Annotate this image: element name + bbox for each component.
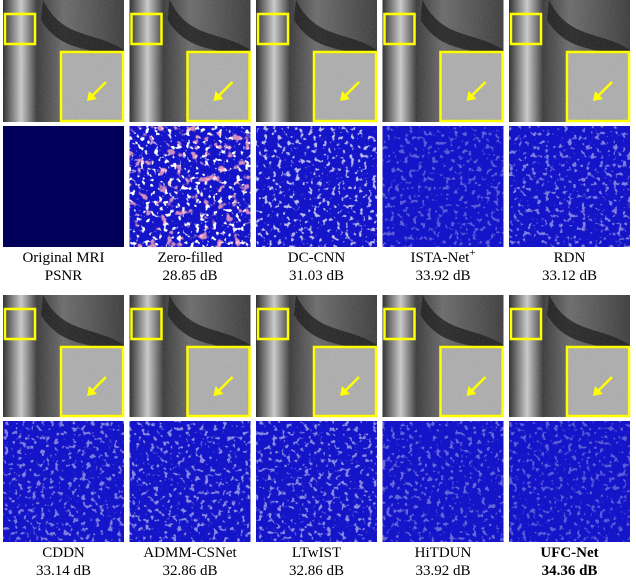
error-specks bbox=[3, 421, 124, 542]
method-label: UFC-Net bbox=[540, 545, 598, 561]
error-map bbox=[256, 421, 377, 542]
method-label: ISTA-Net+ bbox=[410, 247, 475, 266]
error-specks bbox=[509, 126, 630, 247]
error-specks bbox=[383, 126, 504, 247]
zoom-inset-grain bbox=[190, 349, 248, 414]
mri-image bbox=[256, 295, 377, 417]
method-name: ISTA-Net bbox=[410, 250, 470, 266]
error-specks bbox=[256, 421, 377, 542]
mri-image bbox=[509, 0, 630, 122]
error-map bbox=[256, 126, 377, 247]
zoom-inset-grain bbox=[443, 349, 501, 414]
method-label: Original MRI bbox=[22, 250, 104, 266]
zoom-inset-grain bbox=[63, 349, 121, 414]
zoom-inset-grain bbox=[316, 54, 374, 119]
psnr-label: 34.36 dB bbox=[542, 563, 598, 579]
method-label: RDN bbox=[554, 250, 586, 266]
psnr-label: 33.92 dB bbox=[415, 563, 470, 579]
method-label: CDDN bbox=[42, 545, 85, 561]
method-label: Zero-filled bbox=[158, 250, 223, 266]
error-map bbox=[3, 126, 124, 247]
mri-image bbox=[130, 295, 251, 417]
mri-image bbox=[3, 295, 124, 417]
zoom-inset-grain bbox=[190, 54, 248, 119]
mri-image bbox=[383, 0, 504, 122]
error-specks bbox=[383, 421, 504, 542]
error-background bbox=[3, 126, 124, 247]
page: {"rows": [ {"items": [ {"method": "Origi… bbox=[0, 0, 636, 585]
method-name: DC-CNN bbox=[288, 250, 346, 266]
error-specks bbox=[256, 126, 377, 247]
error-map bbox=[130, 421, 251, 542]
mri-image bbox=[509, 295, 630, 417]
mri-image bbox=[383, 295, 504, 417]
error-map bbox=[509, 126, 630, 247]
method-label: LTwIST bbox=[292, 545, 341, 561]
psnr-label: 32.86 dB bbox=[289, 563, 344, 579]
psnr-label: 33.14 dB bbox=[36, 563, 91, 579]
psnr-label: 33.12 dB bbox=[542, 268, 597, 284]
method-name: ADMM-CSNet bbox=[143, 545, 237, 561]
error-map bbox=[383, 126, 504, 247]
error-specks bbox=[509, 421, 630, 542]
mri-image bbox=[130, 0, 251, 122]
psnr-label: 28.85 dB bbox=[162, 268, 217, 284]
mri-image bbox=[256, 0, 377, 122]
psnr-label: 31.03 dB bbox=[289, 268, 344, 284]
method-name: CDDN bbox=[42, 545, 85, 561]
psnr-label: 33.92 dB bbox=[415, 268, 470, 284]
method-name: HiTDUN bbox=[415, 545, 472, 561]
zoom-inset-grain bbox=[569, 54, 627, 119]
error-specks-red bbox=[130, 126, 251, 247]
psnr-label: 32.86 dB bbox=[162, 563, 217, 579]
method-name: LTwIST bbox=[292, 545, 341, 561]
method-name: UFC-Net bbox=[540, 545, 598, 561]
method-name: RDN bbox=[554, 250, 586, 266]
method-label: ADMM-CSNet bbox=[143, 545, 237, 561]
figure: Original MRI PSNR Zero-filled 28.85 dB DC-CN… bbox=[0, 0, 636, 585]
error-map bbox=[130, 126, 251, 247]
method-name: Original MRI bbox=[22, 250, 104, 266]
zoom-inset-grain bbox=[316, 349, 374, 414]
error-specks bbox=[130, 421, 251, 542]
method-name: Zero-filled bbox=[158, 250, 223, 266]
method-label: HiTDUN bbox=[415, 545, 472, 561]
error-map bbox=[509, 421, 630, 542]
error-map bbox=[3, 421, 124, 542]
error-map bbox=[383, 421, 504, 542]
mri-image bbox=[3, 0, 124, 122]
method-superscript: + bbox=[469, 247, 475, 259]
method-label: DC-CNN bbox=[288, 250, 346, 266]
zoom-inset-grain bbox=[63, 54, 121, 119]
zoom-inset-grain bbox=[569, 349, 627, 414]
psnr-label: PSNR bbox=[45, 268, 83, 284]
zoom-inset-grain bbox=[443, 54, 501, 119]
